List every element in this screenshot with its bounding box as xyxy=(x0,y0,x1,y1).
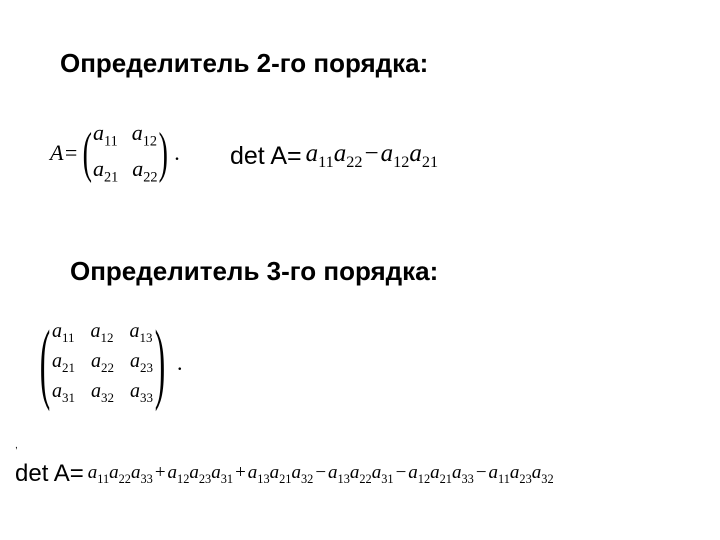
right-paren-3: ) xyxy=(155,329,165,397)
matrix-3-suffix: . xyxy=(177,350,183,376)
matrix-2-lhs: A= xyxy=(50,140,78,166)
matrix-2-cell: a11 xyxy=(93,120,118,150)
matrix-3-body: a11 a12 a13 a21 a22 a23 a31 a32 a33 xyxy=(52,320,153,406)
heading-order-2: Определитель 2-го порядка: xyxy=(60,48,428,79)
det-2-formula: det A= a11a22−a12a21 xyxy=(230,140,438,172)
det-3-formula: det A= a11a22a33+a12a23a31+a13a21a32−a13… xyxy=(15,460,554,488)
matrix-3-cell: a23 xyxy=(130,350,153,376)
matrix-3-cell: a13 xyxy=(130,320,153,346)
matrix-2-cell: a21 xyxy=(93,156,118,186)
matrix-3-definition: ( a11 a12 a13 a21 a22 a23 a31 a32 a33 ) … xyxy=(30,320,182,406)
matrix-2-suffix: . xyxy=(174,140,180,166)
matrix-2-cell: a12 xyxy=(132,120,157,150)
det-2-expression: a11a22−a12a21 xyxy=(306,140,439,172)
det-3-prefix: det A= xyxy=(15,460,84,488)
matrix-2-definition: A= ( a11 a12 a21 a22 ) . xyxy=(50,120,180,187)
matrix-3-cell: a21 xyxy=(52,350,75,376)
matrix-3-cell: a22 xyxy=(91,350,114,376)
left-paren-2: ( xyxy=(83,131,92,176)
right-paren-2: ) xyxy=(158,131,167,176)
matrix-2-body: a11 a12 a21 a22 xyxy=(93,120,158,187)
matrix-3-cell: a12 xyxy=(91,320,114,346)
matrix-3-cell: a31 xyxy=(52,380,75,406)
det-3-expression: a11a22a33+a12a23a31+a13a21a32−a13a22a31−… xyxy=(88,462,554,487)
matrix-3-cell: a32 xyxy=(91,380,114,406)
left-paren-3: ( xyxy=(40,329,50,397)
matrix-2-cell: a22 xyxy=(132,156,157,186)
matrix-3-cell: a33 xyxy=(130,380,153,406)
heading-order-3: Определитель 3-го порядка: xyxy=(70,256,438,287)
stray-comma: , xyxy=(15,440,18,451)
det-2-prefix: det A= xyxy=(230,142,302,171)
matrix-3-cell: a11 xyxy=(52,320,75,346)
